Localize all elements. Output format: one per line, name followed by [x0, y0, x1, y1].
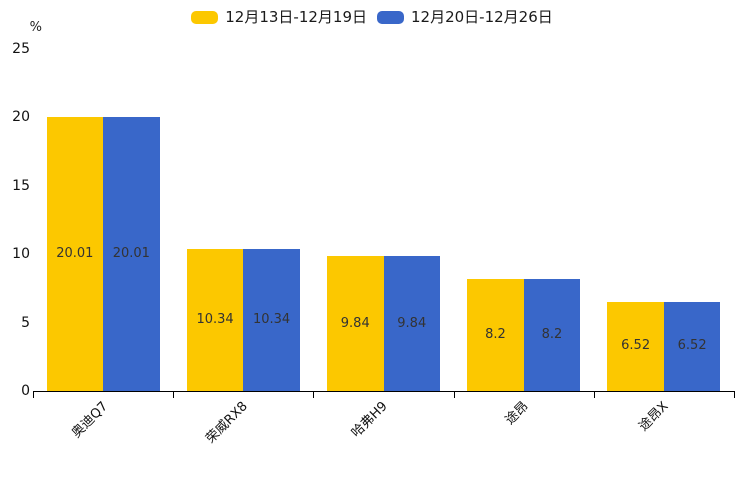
x-axis-category-label: 途昂X	[636, 399, 672, 435]
legend-item-week1[interactable]: 12月13日-12月19日	[191, 7, 367, 27]
bar-12月13日-12月19日-奥迪Q7[interactable]	[46, 116, 104, 391]
bar-12月20日-12月26日-途昂X[interactable]	[663, 301, 721, 391]
y-axis-tick-label: 0	[21, 383, 30, 399]
x-axis-tick	[734, 392, 735, 398]
bar-value-label: 9.84	[397, 315, 427, 331]
x-axis-category-label: 途昂	[502, 399, 532, 429]
bar-value-label: 6.52	[677, 338, 707, 354]
bar-value-label: 20.01	[112, 245, 150, 261]
x-axis-line	[33, 391, 735, 392]
legend-swatch-week2-icon	[377, 10, 404, 24]
bar-12月13日-12月19日-途昂X[interactable]	[607, 301, 664, 391]
x-axis-tick	[593, 392, 595, 398]
y-axis-tick-label: 25	[12, 40, 30, 57]
bar-value-label: 6.52	[621, 338, 651, 354]
x-axis-tick	[313, 392, 315, 398]
x-axis-category-label: 哈弗H9	[349, 399, 392, 441]
legend-label-week2: 12月20日-12月26日	[411, 8, 553, 26]
bar-12月13日-12月19日-途昂[interactable]	[467, 278, 524, 391]
y-axis-tick-label: 10	[12, 246, 30, 262]
bar-value-label: 9.84	[340, 315, 370, 331]
bar-value-label: 20.01	[56, 245, 94, 261]
y-axis-unit-label: %	[29, 20, 42, 35]
bar-12月20日-12月26日-哈弗H9[interactable]	[383, 256, 440, 391]
x-axis-category-label: 奥迪Q7	[68, 399, 111, 442]
x-axis-tick	[453, 392, 455, 398]
x-axis-category-label: 荣威RX8	[203, 399, 251, 447]
y-axis-tick-label: 5	[21, 314, 30, 331]
x-axis-tick	[33, 392, 34, 398]
bar-value-label: 8.2	[485, 326, 506, 342]
legend-item-week2[interactable]: 12月20日-12月26日	[377, 7, 553, 27]
y-axis-tick-label: 20	[12, 109, 30, 125]
legend-swatch-week1-icon	[191, 10, 219, 24]
x-axis-tick	[173, 392, 175, 398]
bar-12月20日-12月26日-奥迪Q7[interactable]	[103, 116, 160, 391]
legend: 12月13日-12月19日 12月20日-12月26日	[0, 7, 744, 27]
bar-value-label: 10.34	[252, 312, 291, 328]
bar-12月20日-12月26日-荣威RX8[interactable]	[243, 249, 300, 391]
y-axis-tick-label: 15	[12, 177, 30, 194]
legend-label-week1: 12月13日-12月19日	[225, 8, 367, 26]
bar-value-label: 8.2	[541, 326, 563, 342]
bar-12月13日-12月19日-荣威RX8[interactable]	[186, 249, 244, 391]
bar-value-label: 10.34	[196, 312, 234, 328]
bar-12月20日-12月26日-途昂[interactable]	[523, 278, 581, 391]
bar-12月13日-12月19日-哈弗H9[interactable]	[327, 256, 384, 391]
